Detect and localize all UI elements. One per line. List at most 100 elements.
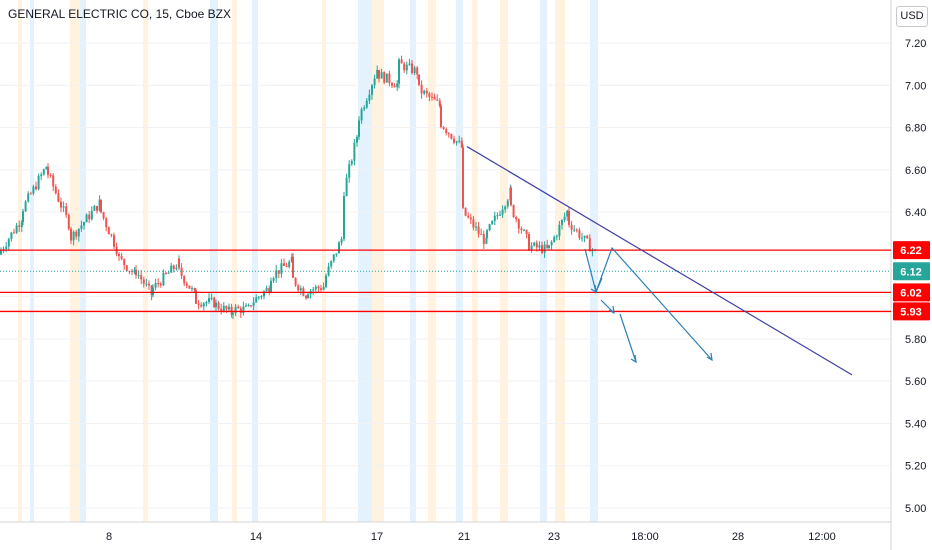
candle-body — [373, 78, 376, 86]
candle-body — [272, 278, 275, 281]
candle-body — [268, 288, 271, 293]
candle-body — [340, 238, 343, 243]
candle-body — [245, 305, 247, 307]
candle-body — [440, 105, 442, 128]
session-band — [80, 0, 86, 522]
candle-body — [506, 200, 509, 207]
candle-body — [408, 63, 411, 65]
candle-body — [93, 205, 96, 211]
candle-body — [299, 288, 302, 291]
session-band — [410, 0, 416, 522]
candle-body — [165, 272, 167, 274]
candle-body — [455, 141, 458, 143]
candle-body — [475, 226, 477, 228]
candle-body — [277, 270, 280, 274]
candle-body — [0, 250, 2, 255]
y-tick-label: 6.40 — [905, 207, 926, 219]
candle-body — [232, 313, 234, 315]
candle-body — [548, 245, 550, 248]
candle-body — [197, 303, 200, 306]
currency-button[interactable]: USD — [896, 6, 928, 27]
candle-body — [512, 205, 515, 218]
candle-body — [330, 260, 333, 267]
candle-body — [376, 69, 379, 79]
candle-body — [29, 193, 32, 195]
candle-body — [538, 245, 541, 248]
candle-body — [568, 210, 570, 225]
price-label-tag — [893, 302, 930, 321]
session-band — [472, 0, 478, 522]
candle-body — [228, 306, 230, 310]
candle-body — [420, 84, 423, 94]
candle-body — [65, 206, 68, 215]
candle-body — [305, 295, 307, 299]
candle-body — [195, 290, 197, 304]
candle-body — [368, 94, 371, 101]
session-band — [30, 0, 34, 522]
candle-body — [501, 209, 504, 215]
y-tick-label: 6.60 — [905, 165, 926, 177]
candle-body — [133, 269, 136, 273]
candle-body — [581, 237, 583, 239]
candle-body — [493, 215, 496, 221]
candle-body — [35, 186, 37, 190]
candle-body — [77, 228, 80, 237]
candle-body — [573, 229, 576, 231]
candle-body — [558, 224, 561, 237]
candle-body — [265, 288, 268, 292]
session-band — [70, 0, 80, 522]
candle-body — [113, 235, 115, 247]
candle-body — [257, 296, 260, 298]
candle-body — [525, 229, 528, 235]
candle-body — [431, 96, 433, 98]
candle-body — [425, 90, 428, 94]
candle-body — [488, 224, 491, 231]
candle-body — [150, 285, 153, 296]
candle-body — [32, 186, 35, 194]
x-tick-label: 28 — [732, 531, 744, 543]
candle-body — [338, 242, 340, 254]
candle-body — [72, 231, 75, 241]
candle-body — [460, 140, 463, 148]
candle-body — [588, 238, 591, 252]
candle-body — [67, 214, 70, 229]
candle-body — [543, 244, 546, 253]
candle-body — [225, 305, 228, 310]
candle-body — [343, 196, 345, 239]
candle-body — [283, 263, 285, 267]
x-tick-label: 14 — [250, 531, 262, 543]
session-band — [555, 0, 565, 522]
candle-body — [217, 302, 220, 309]
candle-body — [496, 215, 499, 217]
candle-body — [438, 100, 441, 106]
y-tick-label: 5.20 — [905, 461, 926, 473]
candle-body — [137, 275, 140, 277]
candle-body — [7, 239, 10, 247]
candle-body — [191, 288, 193, 290]
candle-body — [550, 241, 553, 246]
candle-body — [345, 177, 348, 197]
candle-body — [396, 83, 399, 88]
candle-body — [535, 242, 538, 248]
session-band — [428, 0, 436, 522]
y-tick-label: 5.60 — [905, 376, 926, 388]
session-band — [322, 0, 326, 522]
candle-body — [467, 215, 470, 218]
session-band — [18, 0, 22, 522]
candle-body — [85, 214, 88, 223]
projection-arrow — [619, 313, 637, 363]
candle-body — [167, 272, 170, 274]
y-tick-label: 7.20 — [905, 38, 926, 50]
candle-body — [327, 266, 330, 276]
candle-body — [477, 226, 480, 234]
y-tick-label: 6.80 — [905, 123, 926, 135]
candle-body — [480, 233, 483, 235]
candle-body — [322, 287, 325, 290]
candle-body — [307, 294, 309, 299]
candle-body — [247, 305, 250, 307]
trend-line — [466, 146, 853, 376]
candle-body — [533, 242, 536, 246]
candle-body — [491, 220, 494, 225]
